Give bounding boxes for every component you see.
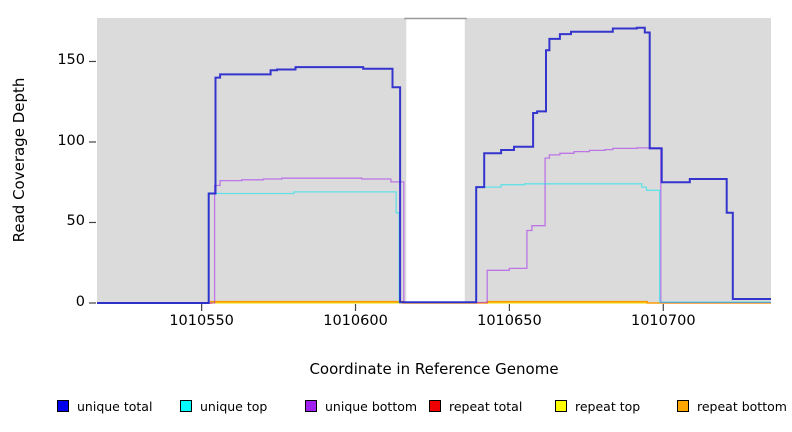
x-tick-label: 1010700 [630, 313, 696, 329]
legend-swatch-icon [180, 400, 192, 412]
legend-item-repeat-top: repeat top [555, 398, 641, 414]
x-tick-label: 1010600 [323, 313, 388, 329]
legend-swatch-icon [555, 400, 567, 412]
coverage-gap-region [406, 18, 465, 303]
y-tick-label: 0 [75, 294, 85, 310]
legend-item-unique-top: unique top [180, 398, 268, 414]
legend-swatch-icon [305, 400, 317, 412]
x-axis-title-text: Coordinate in Reference Genome [309, 360, 559, 378]
legend-item-repeat-total: repeat total [429, 398, 523, 414]
legend-swatch-icon [677, 400, 689, 412]
legend-label: repeat top [575, 398, 641, 414]
legend-label: unique bottom [325, 398, 418, 414]
y-tick-label: 50 [66, 213, 85, 230]
legend-item-unique-total: unique total [57, 398, 153, 414]
legend-label: unique total [77, 398, 153, 414]
legend-label: repeat bottom [697, 398, 787, 414]
x-axis-title: Coordinate in Reference Genome [0, 360, 792, 378]
legend-item-unique-bottom: unique bottom [305, 398, 418, 414]
legend-item-repeat-bottom: repeat bottom [677, 398, 787, 414]
legend-swatch-icon [429, 400, 441, 412]
legend-swatch-icon [57, 400, 69, 412]
x-tick-label: 1010550 [169, 313, 234, 329]
x-tick-label: 1010650 [477, 313, 542, 329]
series-line-unique-top [97, 183, 771, 304]
legend-label: repeat total [449, 398, 523, 414]
y-tick-label: 150 [57, 52, 85, 69]
series-line-unique-total [97, 26, 771, 304]
series-line-unique-bottom [97, 147, 771, 304]
legend-label: unique top [200, 398, 268, 414]
y-axis-title: Read Coverage Depth [10, 78, 28, 243]
y-tick-label: 100 [57, 132, 85, 149]
